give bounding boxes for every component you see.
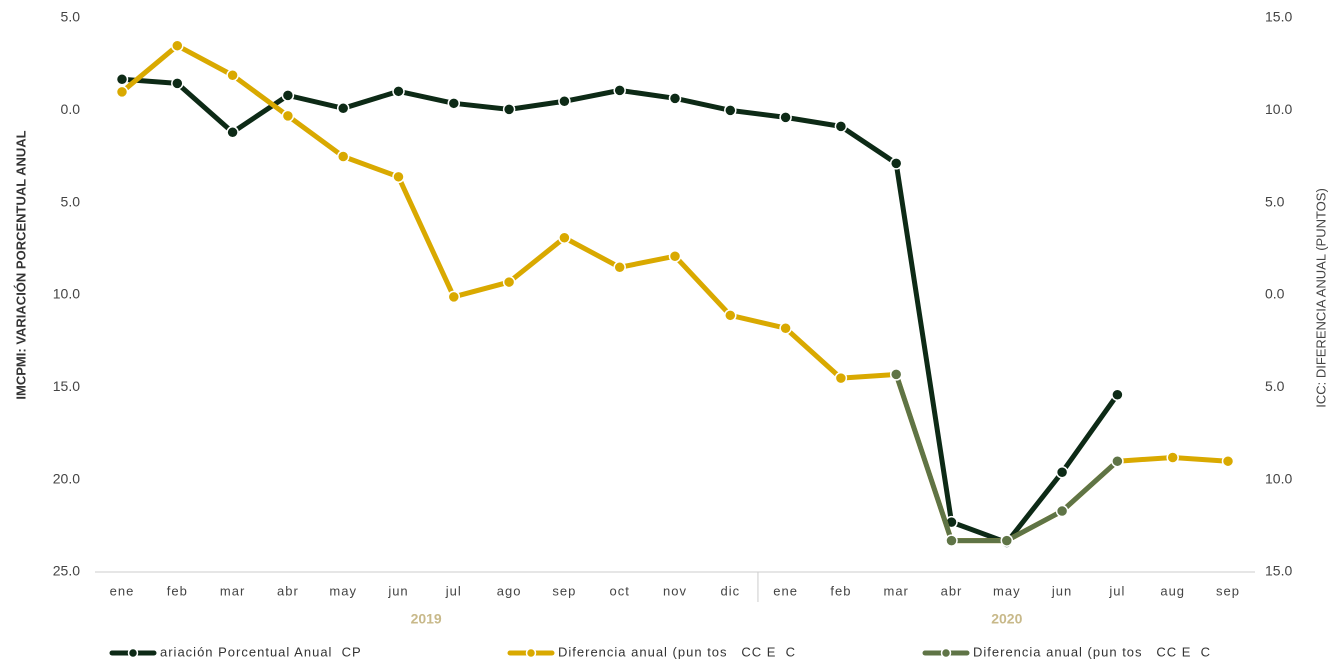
point (1221, 454, 1235, 468)
y2-tick-label: 10.0 (1265, 101, 1292, 117)
point (226, 126, 239, 139)
x-tick-label: jun (387, 583, 408, 598)
point (834, 120, 848, 133)
y-axis-label: IMCPMI: VARIACIÓN PORCENTUAL ANUAL (13, 130, 28, 399)
x-tick-label: sep (552, 583, 576, 598)
y2-tick-label: 5.0 (1265, 378, 1285, 394)
y-tick-label: 10.0 (53, 286, 80, 302)
y2-tick-label: 10.0 (1265, 470, 1292, 486)
x-tick-label: jul (445, 583, 462, 598)
y-tick-label: 15.0 (53, 378, 80, 394)
legend-marker (127, 647, 139, 659)
y-tick-label: 20.0 (53, 470, 80, 486)
y-tick-label: 25.0 (53, 563, 80, 579)
x-tick-label: oct (610, 583, 630, 598)
y2-tick-label: 5.0 (1265, 193, 1285, 209)
x-tick-label: sep (1216, 583, 1240, 598)
point (668, 92, 682, 105)
point (1000, 534, 1014, 547)
legend-marker (940, 647, 952, 659)
point (502, 275, 516, 289)
x-tick-label: jun (1051, 583, 1072, 598)
point (115, 85, 129, 99)
y2-tick-label: 15.0 (1265, 9, 1292, 25)
point (1111, 388, 1124, 401)
point (115, 73, 129, 86)
y-tick-label: 5.0 (61, 9, 81, 25)
year-label: 2019 (411, 611, 442, 627)
point (613, 84, 626, 97)
point (889, 157, 903, 170)
legend-marker (525, 647, 537, 659)
x-tick-label: feb (830, 583, 851, 598)
x-tick-label: jul (1108, 583, 1125, 598)
point (392, 85, 405, 98)
point (336, 150, 350, 163)
x-tick-label: ago (497, 583, 522, 598)
legend-label: ariación Porcentual Anual CP (160, 644, 362, 659)
year-label: 2020 (991, 611, 1022, 627)
point (945, 534, 958, 547)
x-tick-label: abr (941, 583, 963, 598)
x-tick-label: ene (110, 583, 135, 598)
point (281, 89, 295, 102)
point (558, 231, 571, 245)
x-tick-label: ene (773, 583, 798, 598)
point (171, 39, 184, 52)
point (392, 170, 405, 184)
point (226, 68, 239, 82)
legend-label: Diferencia anual (pun tos CC E C (558, 644, 796, 659)
point (447, 290, 461, 304)
x-tick-label: may (329, 583, 357, 598)
series-line (893, 371, 1120, 544)
point (171, 77, 184, 90)
point (668, 249, 682, 263)
point (613, 261, 626, 274)
x-tick-label: mar (220, 583, 245, 598)
point (558, 95, 571, 108)
x-tick-label: may (993, 583, 1021, 598)
x-tick-label: mar (884, 583, 909, 598)
x-tick-label: feb (167, 583, 188, 598)
point (834, 371, 848, 385)
x-tick-label: dic (720, 583, 740, 598)
point (889, 368, 903, 381)
y2-tick-label: 15.0 (1265, 563, 1292, 579)
point (1166, 451, 1179, 464)
point (447, 97, 461, 110)
point (281, 109, 295, 123)
point (724, 104, 737, 117)
x-tick-label: abr (277, 583, 299, 598)
point (779, 111, 792, 124)
point (336, 102, 350, 115)
point (724, 309, 737, 322)
y2-axis-label: ICC: DIFERENCIA ANUAL (PUNTOS) (1313, 188, 1328, 408)
y2-tick-label: 0.0 (1265, 286, 1285, 302)
point (1111, 454, 1124, 468)
y-tick-label: 0.0 (61, 101, 81, 117)
x-tick-label: nov (663, 583, 687, 598)
legend-label: Diferencia anual (pun tos CC E C (973, 644, 1211, 659)
y-tick-label: 5.0 (61, 193, 81, 209)
x-tick-label: aug (1160, 583, 1185, 598)
point (1055, 466, 1069, 479)
point (1055, 504, 1069, 518)
point (502, 103, 516, 116)
series-line (119, 76, 1120, 545)
point (779, 321, 792, 335)
